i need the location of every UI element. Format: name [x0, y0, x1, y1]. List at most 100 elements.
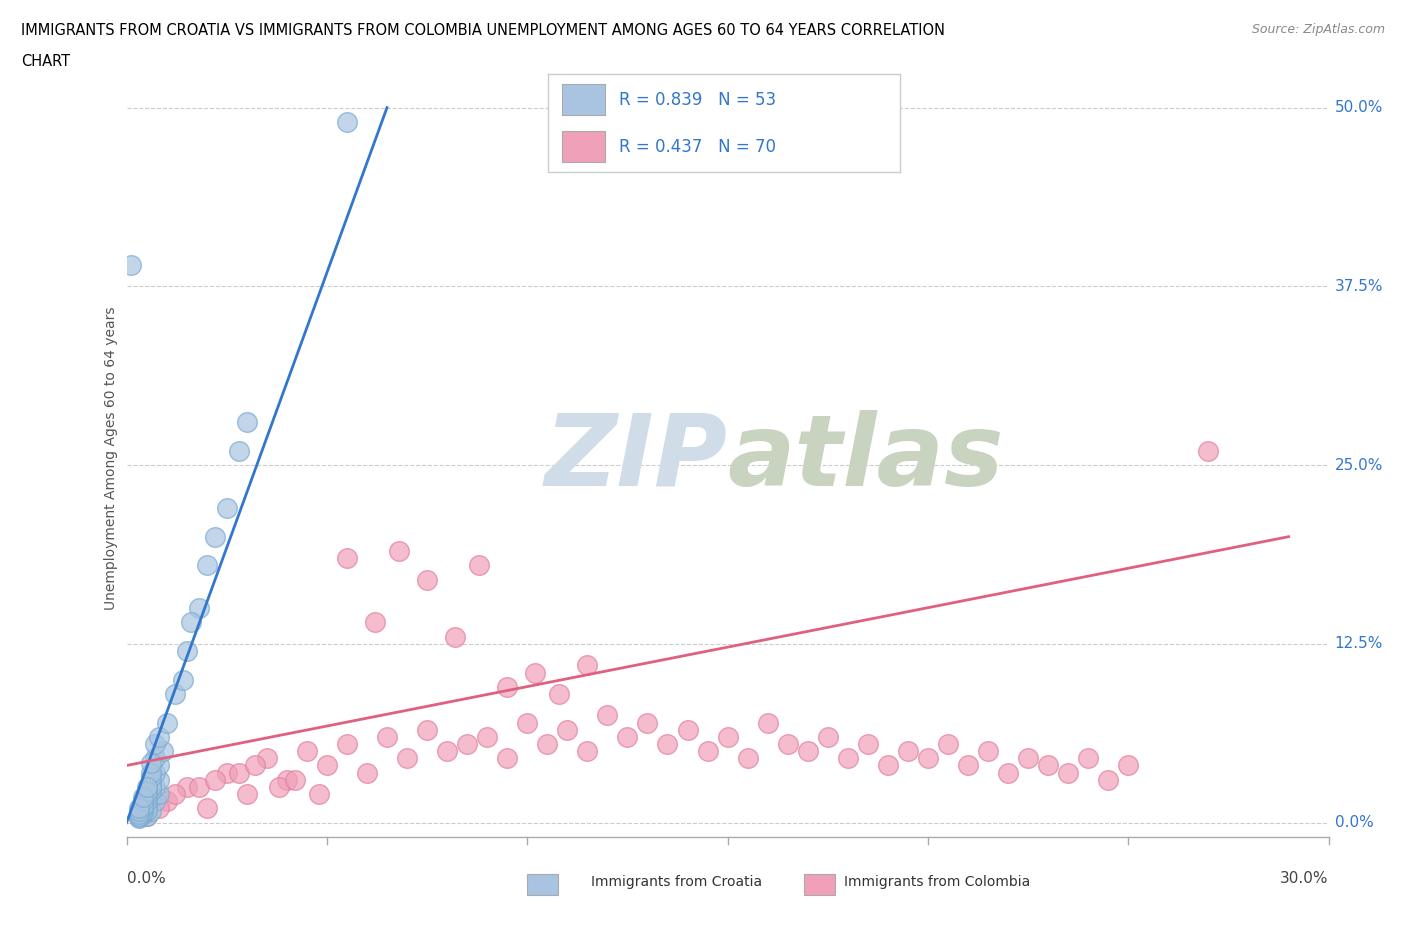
- Point: [496, 680, 519, 695]
- Point: [204, 529, 226, 544]
- Text: 25.0%: 25.0%: [1334, 458, 1384, 472]
- Point: [356, 765, 378, 780]
- Point: [139, 769, 162, 784]
- Point: [997, 765, 1019, 780]
- Point: [135, 790, 157, 804]
- Point: [388, 543, 411, 558]
- Point: [956, 758, 979, 773]
- Point: [375, 729, 398, 744]
- Point: [576, 744, 599, 759]
- Text: CHART: CHART: [21, 54, 70, 69]
- Point: [131, 801, 153, 816]
- Point: [195, 801, 218, 816]
- Point: [228, 444, 250, 458]
- Point: [1097, 772, 1119, 787]
- Point: [1077, 751, 1099, 765]
- Point: [128, 808, 150, 823]
- Point: [148, 801, 170, 816]
- Point: [135, 784, 157, 799]
- Text: R = 0.839   N = 53: R = 0.839 N = 53: [619, 91, 776, 109]
- Point: [1017, 751, 1039, 765]
- Point: [576, 658, 599, 672]
- Point: [155, 715, 177, 730]
- Point: [187, 779, 209, 794]
- Point: [696, 744, 718, 759]
- Point: [148, 772, 170, 787]
- Point: [396, 751, 419, 765]
- Point: [1198, 444, 1220, 458]
- Point: [152, 744, 174, 759]
- Point: [135, 798, 157, 813]
- Point: [128, 806, 150, 821]
- Point: [295, 744, 318, 759]
- Point: [1038, 758, 1060, 773]
- Text: 50.0%: 50.0%: [1334, 100, 1384, 115]
- Point: [897, 744, 920, 759]
- Point: [135, 779, 157, 794]
- Point: [336, 114, 359, 129]
- Text: R = 0.437   N = 70: R = 0.437 N = 70: [619, 138, 776, 155]
- Point: [143, 779, 166, 794]
- Point: [139, 804, 162, 818]
- Point: [143, 737, 166, 751]
- Point: [139, 765, 162, 780]
- Point: [524, 665, 547, 680]
- Point: [837, 751, 859, 765]
- Point: [336, 551, 359, 565]
- Point: [176, 644, 198, 658]
- Point: [139, 779, 162, 794]
- Point: [163, 787, 186, 802]
- Text: atlas: atlas: [728, 409, 1004, 507]
- Point: [557, 723, 579, 737]
- Point: [267, 779, 290, 794]
- Point: [364, 615, 387, 630]
- Point: [616, 729, 638, 744]
- Point: [917, 751, 939, 765]
- Point: [796, 744, 818, 759]
- Point: [131, 790, 153, 804]
- Point: [496, 751, 519, 765]
- Point: [128, 801, 150, 816]
- Point: [636, 715, 658, 730]
- Point: [139, 776, 162, 790]
- Point: [416, 723, 439, 737]
- Point: [276, 772, 298, 787]
- Text: 0.0%: 0.0%: [1334, 816, 1374, 830]
- Bar: [562, 131, 605, 163]
- Point: [284, 772, 307, 787]
- Point: [128, 804, 150, 818]
- Point: [243, 758, 266, 773]
- Point: [128, 809, 150, 824]
- Point: [120, 258, 142, 272]
- Point: [516, 715, 538, 730]
- Point: [235, 415, 259, 430]
- Point: [456, 737, 478, 751]
- Point: [676, 723, 699, 737]
- Point: [737, 751, 759, 765]
- Point: [1057, 765, 1080, 780]
- Point: [135, 803, 157, 817]
- Text: IMMIGRANTS FROM CROATIA VS IMMIGRANTS FROM COLOMBIA UNEMPLOYMENT AMONG AGES 60 T: IMMIGRANTS FROM CROATIA VS IMMIGRANTS FR…: [21, 23, 945, 38]
- Point: [131, 806, 153, 821]
- Point: [139, 784, 162, 799]
- Point: [596, 708, 619, 723]
- Point: [155, 794, 177, 809]
- Text: 37.5%: 37.5%: [1334, 279, 1384, 294]
- Point: [135, 787, 157, 802]
- Text: Immigrants from Croatia: Immigrants from Croatia: [591, 874, 762, 889]
- Point: [204, 772, 226, 787]
- Point: [444, 630, 467, 644]
- Point: [148, 729, 170, 744]
- Point: [131, 804, 153, 818]
- Point: [856, 737, 879, 751]
- Point: [172, 672, 194, 687]
- Point: [148, 787, 170, 802]
- Text: Immigrants from Colombia: Immigrants from Colombia: [844, 874, 1029, 889]
- Point: [131, 801, 153, 816]
- Text: 12.5%: 12.5%: [1334, 636, 1384, 651]
- Point: [135, 794, 157, 809]
- Point: [148, 758, 170, 773]
- Point: [139, 790, 162, 804]
- Point: [536, 737, 558, 751]
- Point: [716, 729, 740, 744]
